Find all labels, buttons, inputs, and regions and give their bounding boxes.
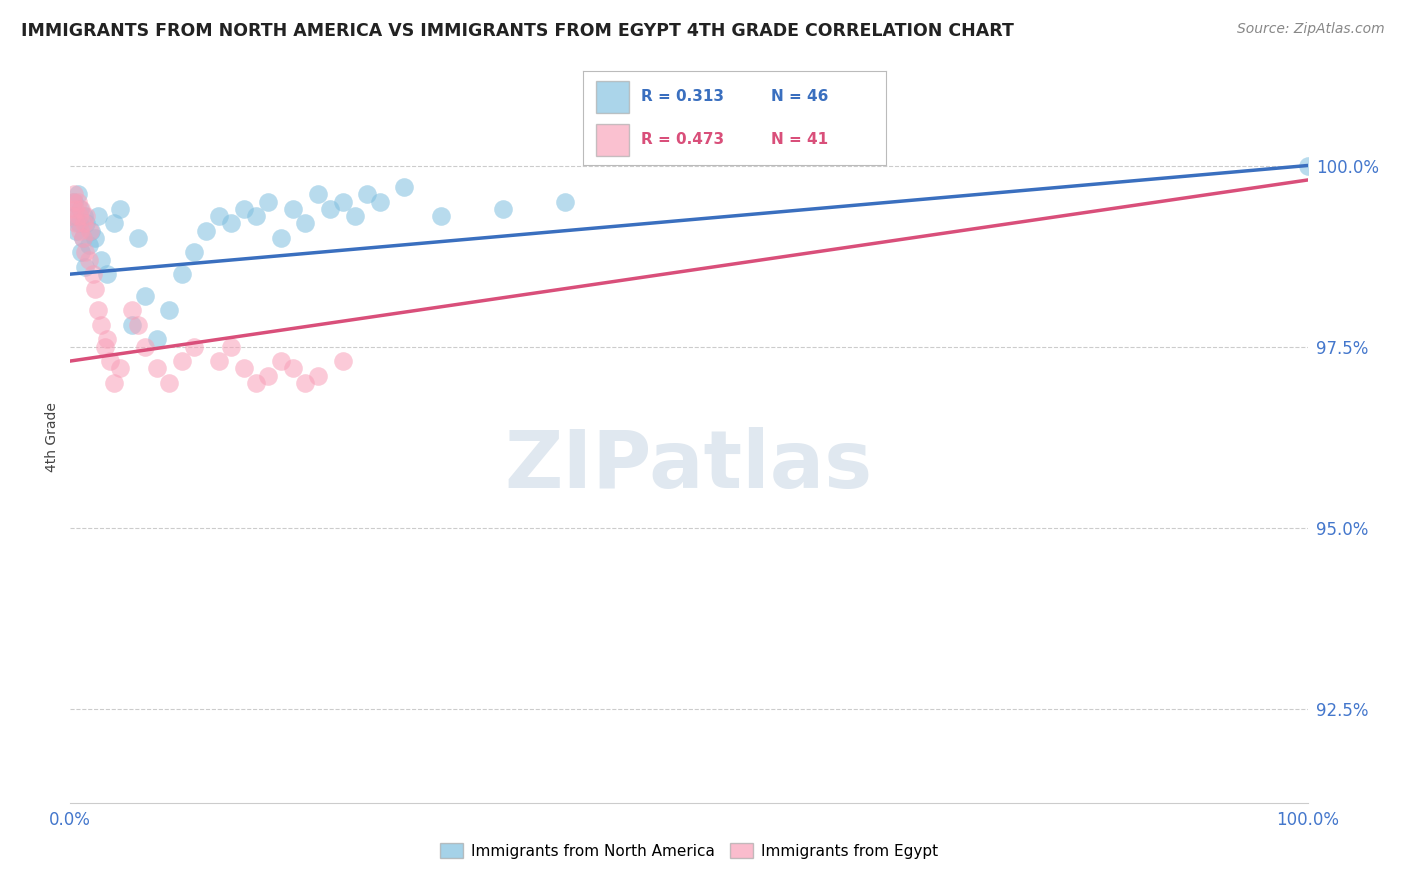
Point xyxy=(108,361,131,376)
Point xyxy=(195,224,218,238)
Point xyxy=(96,332,118,346)
Point xyxy=(65,202,87,216)
Text: R = 0.473: R = 0.473 xyxy=(641,132,724,147)
Point xyxy=(75,216,97,230)
Point xyxy=(294,216,316,230)
Point xyxy=(208,354,231,368)
Point xyxy=(219,340,242,354)
Point xyxy=(270,231,292,245)
FancyBboxPatch shape xyxy=(596,81,628,112)
Point xyxy=(157,303,180,318)
Point xyxy=(492,202,515,216)
Point xyxy=(63,194,86,209)
Text: R = 0.313: R = 0.313 xyxy=(641,89,724,104)
Point xyxy=(72,231,94,245)
Point xyxy=(66,187,89,202)
Point xyxy=(127,231,149,245)
Point xyxy=(121,318,143,332)
Point xyxy=(98,354,121,368)
Y-axis label: 4th Grade: 4th Grade xyxy=(45,402,59,472)
Point xyxy=(170,267,193,281)
Point xyxy=(82,267,104,281)
Point xyxy=(232,202,254,216)
Text: ZIPatlas: ZIPatlas xyxy=(505,427,873,506)
Point xyxy=(307,368,329,383)
Point xyxy=(70,245,93,260)
Legend: Immigrants from North America, Immigrants from Egypt: Immigrants from North America, Immigrant… xyxy=(434,837,943,864)
Point xyxy=(270,354,292,368)
Point xyxy=(281,202,304,216)
Point xyxy=(332,354,354,368)
Point xyxy=(86,209,108,223)
Text: IMMIGRANTS FROM NORTH AMERICA VS IMMIGRANTS FROM EGYPT 4TH GRADE CORRELATION CHA: IMMIGRANTS FROM NORTH AMERICA VS IMMIGRA… xyxy=(21,22,1014,40)
Point xyxy=(90,252,112,267)
Point xyxy=(257,368,280,383)
Point xyxy=(146,332,169,346)
Point xyxy=(245,209,267,223)
Point xyxy=(554,194,576,209)
Point xyxy=(332,194,354,209)
Point xyxy=(69,202,91,216)
Text: Source: ZipAtlas.com: Source: ZipAtlas.com xyxy=(1237,22,1385,37)
Point xyxy=(79,224,101,238)
Point xyxy=(103,376,125,390)
Point xyxy=(1296,159,1319,173)
Point xyxy=(319,202,342,216)
Point xyxy=(103,216,125,230)
Point xyxy=(356,187,378,202)
Text: N = 41: N = 41 xyxy=(770,132,828,147)
Point xyxy=(94,340,117,354)
Point xyxy=(183,245,205,260)
Point xyxy=(430,209,453,223)
Point xyxy=(219,216,242,230)
Point xyxy=(108,202,131,216)
Text: N = 46: N = 46 xyxy=(770,89,828,104)
Point xyxy=(157,376,180,390)
Point xyxy=(134,289,156,303)
Point xyxy=(75,245,97,260)
Point xyxy=(146,361,169,376)
Point xyxy=(127,318,149,332)
Point xyxy=(294,376,316,390)
Point xyxy=(65,209,87,223)
Point xyxy=(77,252,100,267)
FancyBboxPatch shape xyxy=(596,124,628,156)
Point xyxy=(63,187,86,202)
Point xyxy=(281,361,304,376)
Point xyxy=(80,224,103,238)
Point xyxy=(84,231,107,245)
Point xyxy=(183,340,205,354)
Point xyxy=(84,282,107,296)
Point xyxy=(73,216,96,230)
Point xyxy=(245,376,267,390)
Point xyxy=(70,202,93,216)
Point xyxy=(134,340,156,354)
Point xyxy=(96,267,118,281)
Point xyxy=(343,209,366,223)
Point xyxy=(67,209,90,223)
Point xyxy=(67,216,90,230)
Point xyxy=(66,194,89,209)
Point xyxy=(73,209,96,223)
Point xyxy=(75,260,97,274)
Point xyxy=(170,354,193,368)
Point xyxy=(257,194,280,209)
Point xyxy=(60,209,83,223)
Point xyxy=(62,194,84,209)
Point xyxy=(208,209,231,223)
Point xyxy=(368,194,391,209)
Point xyxy=(86,303,108,318)
Point xyxy=(65,224,87,238)
Point xyxy=(394,180,416,194)
Point xyxy=(90,318,112,332)
Point xyxy=(307,187,329,202)
Point xyxy=(77,238,100,252)
Point xyxy=(69,224,91,238)
Point xyxy=(65,216,87,230)
Point xyxy=(72,231,94,245)
Point xyxy=(75,209,97,223)
Point xyxy=(232,361,254,376)
Point xyxy=(121,303,143,318)
